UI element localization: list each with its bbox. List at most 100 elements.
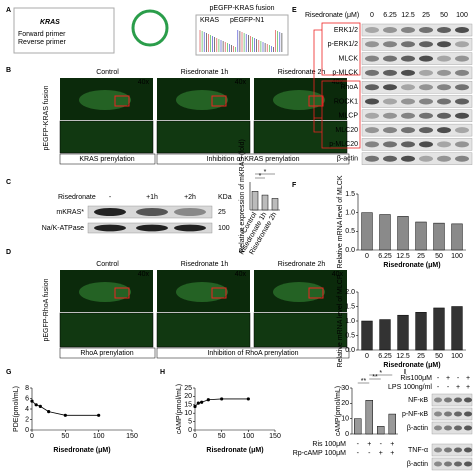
panel-label: A	[6, 7, 11, 14]
point	[97, 413, 101, 417]
band	[383, 112, 397, 119]
side-label: pEGFP-KRAS fusion	[43, 85, 50, 150]
cell	[176, 282, 228, 302]
y-tick-label: 20	[341, 400, 349, 407]
label: +2h	[184, 194, 196, 201]
band	[434, 447, 442, 453]
connector	[313, 29, 322, 133]
point	[206, 398, 210, 402]
band	[454, 461, 462, 467]
label: 25	[218, 209, 226, 216]
vector-box	[13, 7, 115, 54]
panel-label: H	[160, 369, 165, 376]
roi	[114, 287, 130, 299]
caption-box	[156, 153, 350, 165]
band	[455, 112, 469, 119]
bar	[261, 194, 269, 211]
y-axis-title: Relative expression of mKRAS (fold)	[239, 139, 246, 253]
cell	[273, 90, 325, 110]
roi	[308, 287, 324, 299]
label: 100	[456, 12, 468, 19]
band	[365, 112, 379, 119]
label: 50	[440, 12, 448, 19]
label: +	[390, 450, 394, 457]
band	[383, 155, 397, 162]
label: ROCK1	[334, 98, 358, 105]
label: -	[437, 384, 440, 391]
band	[419, 155, 433, 162]
point	[220, 397, 224, 401]
bar	[361, 320, 373, 351]
label: 12.5	[401, 12, 415, 19]
point	[246, 397, 250, 401]
band	[454, 447, 462, 453]
point	[34, 403, 38, 407]
micrograph-zoom	[253, 312, 348, 348]
label: 25	[422, 12, 430, 19]
y-tick-label: 0	[25, 427, 29, 434]
x-tick-label: 0	[365, 353, 369, 360]
label: +1h	[146, 194, 158, 201]
column-header: Control	[96, 261, 119, 268]
label: 40x	[235, 271, 247, 278]
band	[383, 55, 397, 62]
band	[437, 112, 451, 119]
band	[419, 55, 433, 62]
y-tick-label: 6	[25, 395, 29, 402]
y-axis-title: Relative mRNA level of MLCP	[337, 274, 344, 367]
label: -	[357, 441, 360, 448]
band	[434, 397, 442, 403]
band	[401, 98, 415, 105]
label: KRAS	[200, 17, 219, 24]
bar	[433, 307, 445, 351]
band	[419, 98, 433, 105]
blot	[361, 123, 473, 137]
y-tick-label: 25	[184, 385, 192, 392]
roi	[308, 95, 324, 107]
label: Inhibition of RhoA prenylation	[207, 350, 298, 357]
band	[174, 208, 206, 216]
bar	[433, 222, 445, 251]
x-tick-label: 0	[365, 253, 369, 260]
y-tick-label: 10	[341, 416, 349, 423]
label: 40x	[138, 271, 150, 278]
roi	[211, 287, 227, 299]
y-tick-label: 0.0	[345, 347, 355, 354]
x-tick-label: 50	[435, 353, 443, 360]
band	[401, 127, 415, 134]
label: RhoA prenylation	[80, 350, 133, 357]
label: 0	[370, 12, 374, 19]
band	[401, 69, 415, 76]
label: β-actin	[407, 461, 428, 468]
cell	[176, 90, 228, 110]
label: RhoA	[340, 84, 358, 91]
bar	[388, 413, 396, 435]
band	[419, 112, 433, 119]
band	[419, 127, 433, 134]
label: p-ERK1/2	[328, 41, 358, 48]
y-tick-label: 20	[184, 393, 192, 400]
y-tick-label: 1.0	[345, 210, 355, 217]
y-tick-label: 2.0	[345, 289, 355, 296]
x-tick-label: 12.5	[396, 353, 410, 360]
bar	[379, 319, 391, 351]
micrograph-zoom	[59, 312, 154, 348]
y-tick-label: 30	[341, 385, 349, 392]
y-tick-label: 0	[188, 427, 192, 434]
label: *	[379, 370, 382, 377]
band	[444, 397, 452, 403]
label: -	[447, 384, 450, 391]
band	[365, 141, 379, 148]
band	[437, 55, 451, 62]
band	[383, 127, 397, 134]
column-header: Risedronate 1h	[181, 69, 229, 76]
band	[383, 98, 397, 105]
label: Risedronate (μM)	[305, 12, 359, 19]
y-tick-label: 1.5	[345, 191, 355, 198]
band	[365, 84, 379, 91]
label: Na/K-ATPase	[42, 225, 84, 232]
band	[419, 84, 433, 91]
point	[196, 401, 200, 405]
band	[365, 27, 379, 33]
band	[437, 41, 451, 48]
